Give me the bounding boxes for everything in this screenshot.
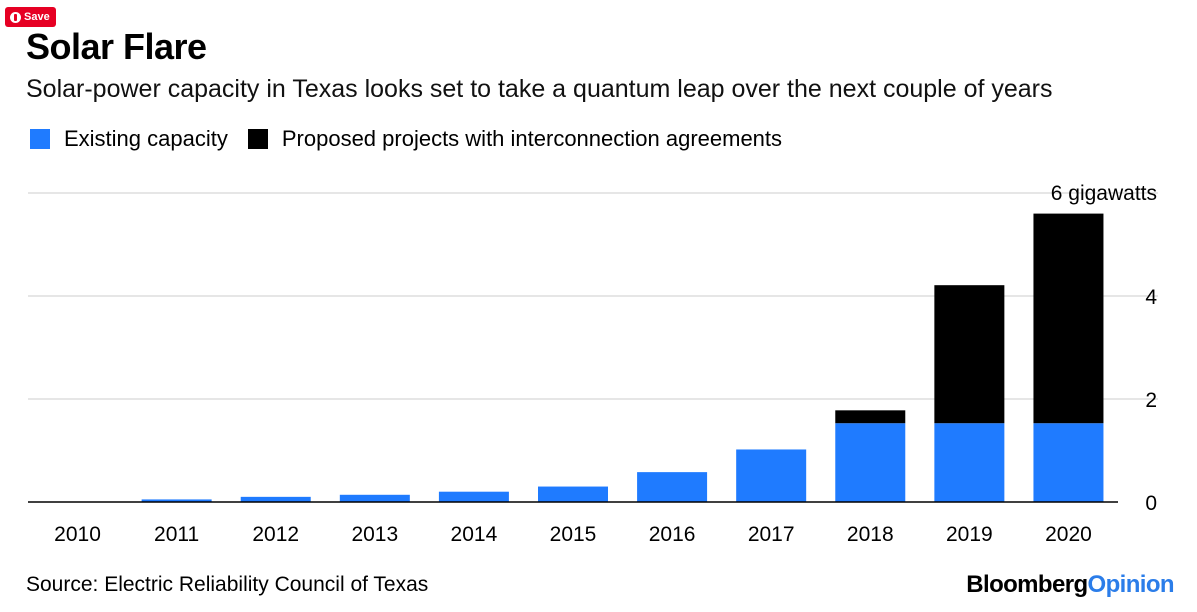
bar-existing [339,494,410,502]
x-tick-label: 2013 [351,523,398,546]
chart-subtitle: Solar-power capacity in Texas looks set … [26,75,1053,103]
legend-label-proposed: Proposed projects with interconnection a… [281,126,783,151]
bar-existing [637,472,708,502]
brand-bloomberg: Bloomberg [966,571,1088,598]
chart-title: Solar Flare [26,26,207,67]
bar-proposed [934,285,1005,424]
legend-swatch-existing [30,129,50,149]
legend-item-existing: Existing capacity [30,126,228,152]
x-tick-label: 2011 [154,523,199,546]
x-tick-label: 2015 [550,523,597,546]
bar-existing [438,491,509,502]
bar-existing [1033,423,1104,502]
brand-opinion: Opinion [1087,571,1175,598]
x-tick-label: 2012 [252,523,299,546]
x-tick-label: 2019 [946,523,993,546]
x-tick-label: 2020 [1045,523,1092,546]
bar-existing [240,496,311,502]
y-tick-label: 6 gigawatts [1051,182,1157,205]
bar-existing [835,423,906,502]
legend-item-proposed: Proposed projects with interconnection a… [247,126,783,152]
bar-existing [736,449,807,502]
bar-existing [141,499,212,502]
x-tick-label: 2010 [54,523,101,546]
legend-label-existing: Existing capacity [64,126,228,151]
x-tick-label: 2018 [847,523,894,546]
y-tick-label: 0 [1145,492,1157,515]
x-tick-label: 2014 [451,523,498,546]
x-tick-label: 2017 [748,523,795,546]
pinterest-save-button[interactable]: Save [5,7,56,27]
bar-proposed [1033,213,1104,424]
pinterest-icon [10,11,21,23]
bar-proposed [835,410,906,424]
bar-existing [538,486,608,502]
y-tick-label: 4 [1145,286,1157,309]
x-tick-label: 2016 [649,523,696,546]
y-tick-label: 2 [1145,389,1157,412]
legend-swatch-proposed [247,129,268,149]
save-button-label: Save [24,11,50,23]
legend: Existing capacity Proposed projects with… [30,126,802,152]
source-note: Source: Electric Reliability Council of … [26,573,429,596]
bar-existing [934,423,1005,502]
bloomberg-opinion-logo: BloombergOpinion [966,571,1174,599]
